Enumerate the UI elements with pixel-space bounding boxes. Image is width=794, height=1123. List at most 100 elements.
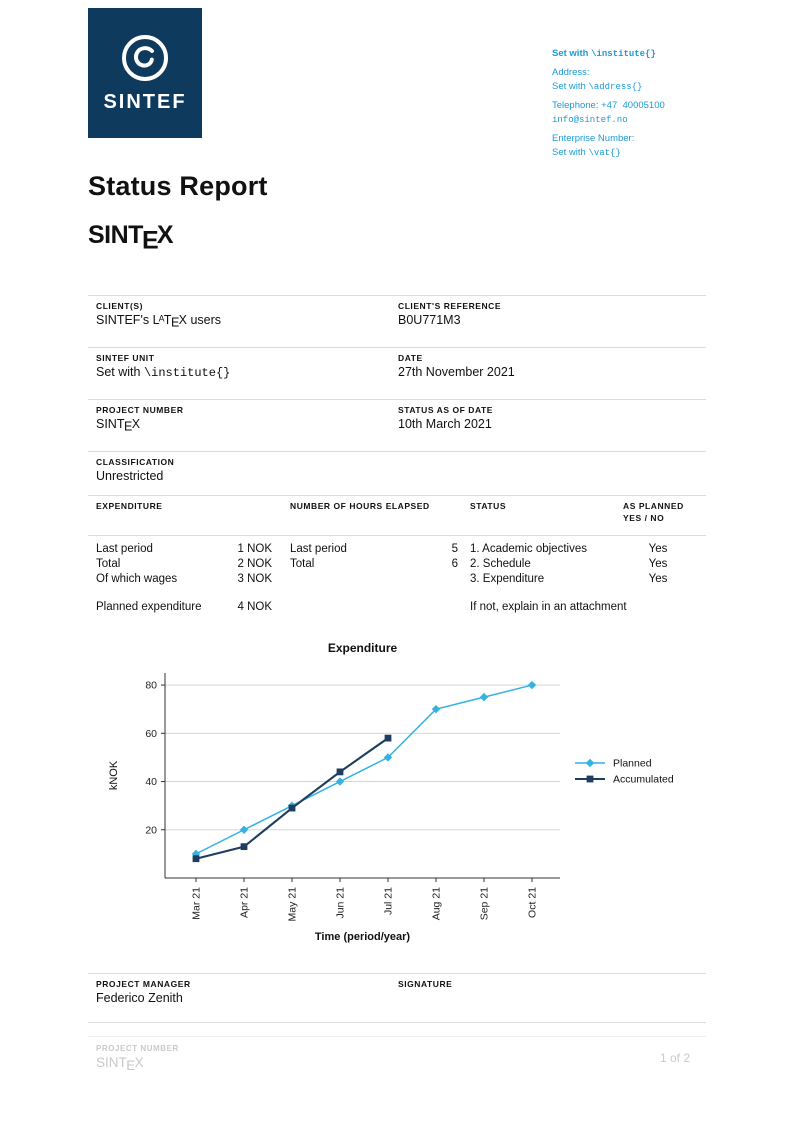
svg-text:Apr 21: Apr 21 [239, 887, 251, 918]
sintex-post: X [156, 221, 174, 249]
sintex-pre: SINT [96, 417, 125, 431]
project-number-label: PROJECT NUMBER [96, 405, 184, 415]
contact-address-code: \address{} [588, 82, 643, 92]
client-ref-label: CLIENT'S REFERENCE [398, 301, 502, 311]
date-value: 27th November 2021 [398, 365, 515, 379]
latex-a: A [158, 313, 165, 324]
contact-block: Set with \institute{} Address: Set with … [552, 47, 665, 161]
classification-label: CLASSIFICATION [96, 457, 175, 467]
expenditure-chart: 20 40 60 80 Mar 21 Apr 21 May 21 Jun 21 Jul 21 Au… [85, 638, 725, 960]
unit-value: Set with \institute{} [96, 365, 230, 380]
planned-exp-label: Planned expenditure [96, 601, 202, 613]
svg-text:Aug 21: Aug 21 [431, 887, 443, 920]
status-row-as-planned: Yes [648, 573, 668, 585]
status-row-label: 1. Academic objectives [470, 543, 587, 555]
svg-text:Jul 21: Jul 21 [383, 887, 395, 915]
planned-exp-value: 4 NOK [237, 601, 272, 613]
clients-value: SINTEF's LATEX users [96, 313, 222, 330]
contact-vat-prefix: Set with [552, 147, 589, 158]
expenditure-header: EXPENDITURE [96, 501, 163, 511]
page-indicator: 1 of 2 [659, 1051, 690, 1065]
page-title: Status Report [88, 171, 268, 201]
unit-value-prefix: Set with [96, 365, 144, 379]
latex-logo: LATEX [152, 313, 187, 330]
svg-text:May 21: May 21 [287, 887, 299, 922]
contact-vat: Set with \vat{} [552, 146, 665, 161]
latex-e: E [170, 315, 180, 330]
svg-text:Accumulated: Accumulated [613, 774, 674, 786]
contact-address-label: Address: [552, 66, 590, 78]
status-header: STATUS [470, 501, 507, 511]
clients-label: CLIENT(S) [96, 301, 143, 311]
divider [88, 399, 706, 400]
status-row-label: 2. Schedule [470, 558, 531, 570]
signature-label: SIGNATURE [398, 979, 453, 989]
as-planned-header-line2: YES / NO [623, 513, 665, 523]
contact-enterprise-label: Enterprise Number: [552, 132, 635, 144]
date-label: DATE [398, 353, 423, 363]
svg-text:Oct 21: Oct 21 [527, 887, 539, 918]
divider [88, 451, 706, 452]
email-link[interactable]: info@sintef.no [552, 115, 628, 125]
exp-row-label: Of which wages [96, 573, 178, 585]
latex-l: L [152, 313, 160, 327]
svg-text:Expenditure: Expenditure [328, 641, 398, 655]
clients-value-prefix: SINTEF's [96, 313, 153, 327]
sintex-post: X [131, 417, 141, 431]
footer-project-number-value: SINTEX [96, 1055, 144, 1073]
divider [88, 1036, 706, 1037]
hours-row-label: Last period [290, 543, 347, 555]
sintex-pre: SINT [96, 1055, 127, 1070]
svg-text:Sep 21: Sep 21 [479, 887, 491, 920]
divider [88, 295, 706, 296]
divider [88, 347, 706, 348]
divider [88, 535, 706, 536]
sintef-logo-icon [122, 35, 168, 81]
svg-text:Jun 21: Jun 21 [335, 887, 347, 919]
status-row-label: 3. Expenditure [470, 573, 545, 585]
contact-address: Set with \address{} [552, 80, 665, 95]
sintex-e: E [126, 1057, 136, 1073]
exp-row-value: 1 NOK [237, 543, 272, 555]
svg-text:Time (period/year): Time (period/year) [315, 931, 410, 943]
unit-value-code: \institute{} [143, 366, 231, 380]
contact-institute-code: \institute{} [591, 49, 656, 59]
sintef-logo-text: SINTEF [103, 91, 187, 113]
hours-header: NUMBER OF HOURS ELAPSED [290, 501, 430, 511]
sintex-post: X [134, 1055, 144, 1070]
exp-row-label: Last period [96, 543, 153, 555]
divider [88, 495, 706, 496]
as-planned-header-line1: AS PLANNED [623, 501, 684, 511]
svg-text:20: 20 [145, 824, 157, 836]
status-date-value: 10th March 2021 [398, 417, 492, 431]
latex-t: T [163, 313, 172, 327]
project-number-value: SINTEX [96, 417, 141, 434]
contact-telephone: Telephone: +47 40005100 [552, 99, 665, 111]
hours-row-label: Total [290, 558, 315, 570]
status-date-label: STATUS AS OF DATE [398, 405, 493, 415]
clients-value-suffix: users [187, 313, 222, 327]
contact-vat-code: \vat{} [588, 148, 621, 158]
project-manager-label: PROJECT MANAGER [96, 979, 191, 989]
exp-row-value: 3 NOK [237, 573, 272, 585]
latex-x: X [178, 313, 187, 327]
contact-institute-prefix: Set with [552, 48, 592, 59]
classification-value: Unrestricted [96, 469, 164, 483]
sintef-logo: SINTEF [88, 8, 202, 138]
sintex-e: E [123, 419, 133, 434]
sintex-e: E [141, 226, 159, 255]
contact-address-prefix: Set with [552, 81, 589, 92]
divider [88, 1022, 706, 1023]
expenditure-chart-svg: 20 40 60 80 Mar 21 Apr 21 May 21 Jun 21 Jul 21 Au… [108, 641, 674, 943]
svg-text:Planned: Planned [613, 758, 652, 770]
status-row-as-planned: Yes [648, 543, 668, 555]
project-manager-value: Federico Zenith [96, 991, 183, 1005]
svg-text:80: 80 [145, 680, 157, 692]
contact-institute: Set with \institute{} [552, 47, 665, 62]
hours-row-value: 6 [451, 558, 458, 570]
status-note: If not, explain in an attachment [470, 601, 627, 613]
svg-text:40: 40 [145, 776, 157, 788]
hours-row-value: 5 [451, 543, 458, 555]
svg-text:60: 60 [145, 728, 157, 740]
